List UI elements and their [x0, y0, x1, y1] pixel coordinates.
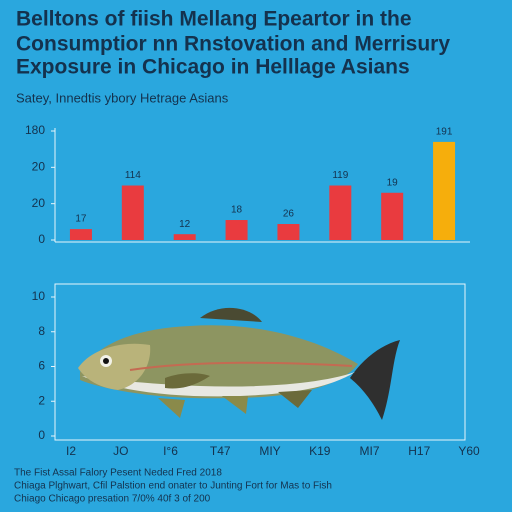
- x-tick-label: I°6: [163, 444, 178, 458]
- y-tick-label: 20: [32, 196, 46, 210]
- image-panel: [54, 283, 466, 441]
- x-tick-label: I2: [66, 444, 76, 458]
- y-tick-label: 6: [38, 359, 45, 373]
- footer-line: Chiago Chicago presation 7/0% 40f 3 of 2…: [14, 494, 211, 505]
- x-tick-label: JO: [113, 444, 128, 458]
- bar: [225, 220, 248, 240]
- x-tick-label: K19: [309, 444, 331, 458]
- bar: [433, 141, 456, 240]
- value-label: 18: [231, 205, 243, 216]
- bar: [173, 234, 196, 240]
- bar: [381, 192, 404, 240]
- bar: [69, 229, 92, 240]
- x-tick-label: MI7: [359, 444, 379, 458]
- x-tick-label: H17: [408, 444, 430, 458]
- title-line: Belltons of fiish Mellang Epeartor in th…: [16, 8, 412, 31]
- value-label: 114: [125, 170, 141, 181]
- bar: [121, 185, 144, 240]
- y-tick-label: 0: [38, 232, 45, 246]
- value-label: 119: [332, 170, 348, 181]
- fish: [78, 307, 400, 420]
- y-tick-label: 20: [32, 160, 46, 174]
- y-tick-label: 10: [32, 289, 46, 303]
- footer-line: Chiaga Plghwart, Cfil Palstion end onate…: [14, 481, 332, 492]
- y-tick-label: 2: [38, 393, 45, 407]
- subtitle: Satey, Innedtis ybory Hetrage Asians: [16, 90, 229, 105]
- value-label: 26: [283, 209, 295, 220]
- y-tick-label: 180: [25, 123, 45, 137]
- y-tick-label: 8: [38, 324, 45, 338]
- x-tick-label: T47: [210, 444, 231, 458]
- y-tick-label: 0: [38, 428, 45, 442]
- bar: [329, 185, 352, 240]
- value-label: 17: [75, 214, 87, 225]
- bar: [277, 224, 300, 240]
- title-line: Exposure in Chicago in Helllage Asians: [16, 56, 410, 79]
- value-label: 19: [387, 177, 399, 188]
- footer-line: The Fist Assal Falory Pesent Neded Fred …: [14, 468, 222, 479]
- value-label: 12: [179, 219, 191, 230]
- value-label: 191: [436, 127, 453, 138]
- x-tick-label: Y60: [458, 444, 480, 458]
- title-line: Consumptior nn Rnstovation and Merrisury: [16, 33, 450, 56]
- x-tick-label: MIY: [259, 444, 280, 458]
